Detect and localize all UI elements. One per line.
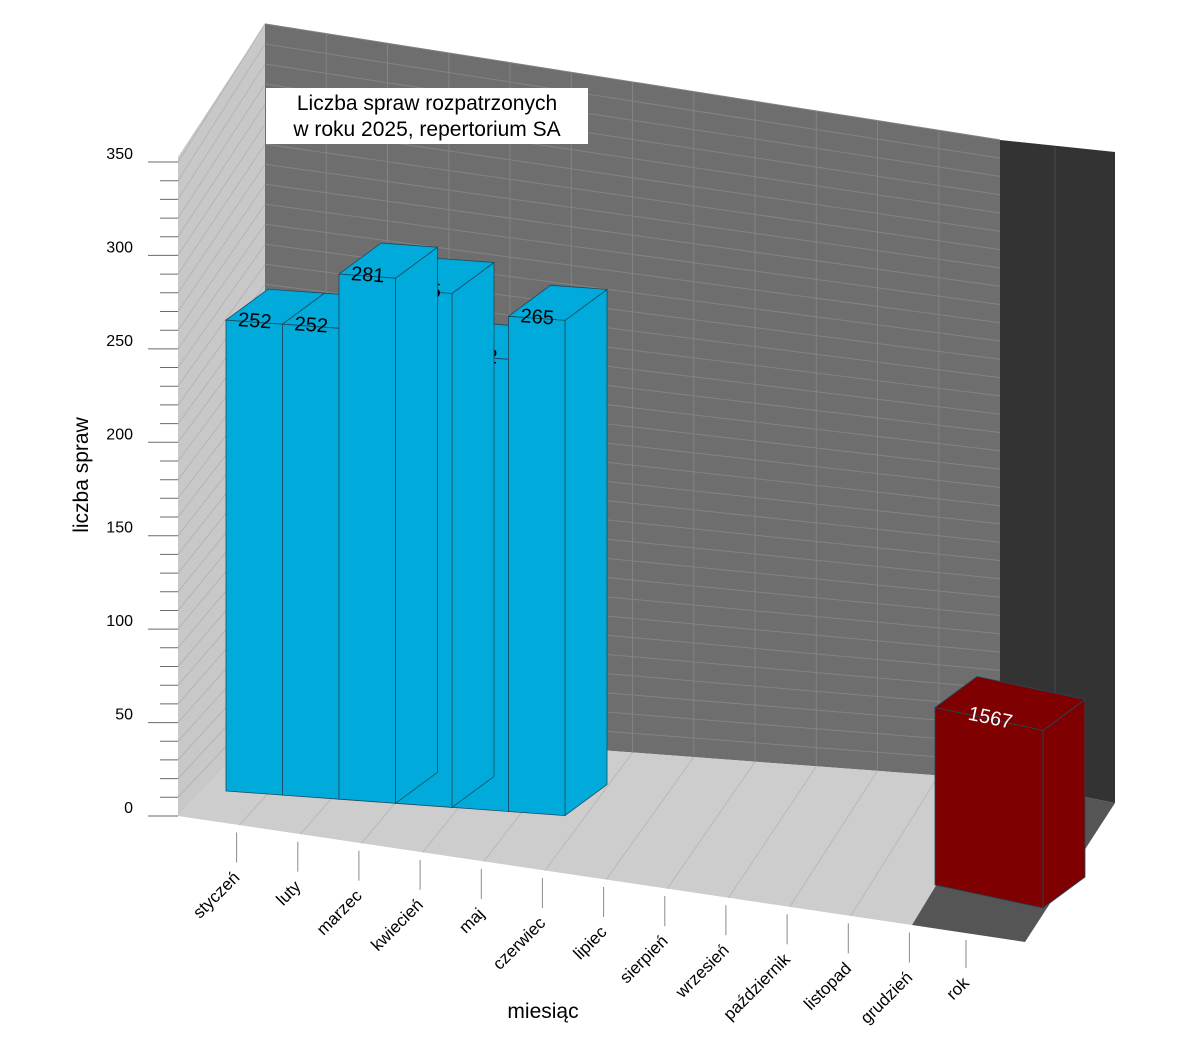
y-tick-label: 200 xyxy=(106,426,133,443)
back-wall-total xyxy=(1000,140,1115,803)
side-wall-gridline xyxy=(177,23,266,163)
x-tick-label: luty xyxy=(272,877,304,909)
y-axis: 0 50 100 150 200 250 300 350 xyxy=(106,146,178,817)
x-tick-label: styczeń xyxy=(189,868,243,922)
x-tick-label: wrzesień xyxy=(671,941,733,1003)
chart-title-line-1: Liczba spraw rozpatrzonych xyxy=(297,92,557,115)
side-wall-gridline xyxy=(177,103,266,237)
bar-4-side xyxy=(451,261,495,809)
back-wall-gridline xyxy=(264,23,1001,141)
bar-3-front xyxy=(338,273,396,804)
side-wall-gridline xyxy=(177,244,266,368)
data-label: 281 xyxy=(350,263,385,287)
bar-2-front xyxy=(282,323,340,800)
bar-3 xyxy=(337,242,439,805)
data-label: 252 xyxy=(237,309,272,333)
y-tick-label: 250 xyxy=(106,333,133,350)
side-wall-gridline xyxy=(177,163,266,294)
x-tick-label: maj xyxy=(455,904,488,937)
bar-6-front xyxy=(508,315,566,817)
side-wall-gridline xyxy=(177,63,266,200)
bar-1-front xyxy=(225,319,283,796)
bar-total-front xyxy=(934,707,1044,909)
x-tick-label: kwiecień xyxy=(367,895,427,955)
data-label: 252 xyxy=(294,313,329,337)
chart-bars: 2422522522652752811567 xyxy=(224,242,1086,909)
x-tick-label: listopad xyxy=(800,959,855,1014)
side-wall-gridline xyxy=(177,143,266,275)
x-tick-label-total: rok xyxy=(943,973,973,1003)
x-tick-label: październik xyxy=(720,949,795,1024)
bar-total xyxy=(934,676,1086,909)
side-wall-gridline xyxy=(177,203,266,331)
x-tick-label: marzec xyxy=(313,886,366,939)
data-label: 265 xyxy=(520,305,555,329)
y-tick-label: 100 xyxy=(106,613,133,630)
bar-total-side xyxy=(1042,698,1086,909)
floor-gridline xyxy=(789,770,878,908)
side-wall-gridline xyxy=(177,264,266,387)
floor-gridline xyxy=(728,766,817,899)
y-tick-label: 0 xyxy=(124,800,133,817)
x-tick-label: sierpień xyxy=(616,931,672,987)
side-wall-gridline xyxy=(177,183,266,312)
x-tick-label: czerwiec xyxy=(489,913,550,974)
floor-gridline xyxy=(666,761,756,889)
bar-3-side xyxy=(395,246,438,805)
chart-title-line-2: w roku 2025, repertorium SA xyxy=(292,118,560,141)
side-wall-gridline xyxy=(177,123,266,256)
x-tick-label: lipiec xyxy=(570,922,611,963)
x-tick-label: grudzień xyxy=(857,968,917,1028)
x-axis-title: miesiąc xyxy=(507,1000,578,1023)
side-wall-gridline xyxy=(177,43,266,181)
floor-gridline xyxy=(850,775,940,917)
y-tick-label: 150 xyxy=(106,520,133,537)
chart-title: Liczba spraw rozpatrzonych w roku 2025, … xyxy=(266,88,588,144)
y-tick-label: 350 xyxy=(106,146,133,163)
y-axis-title: liczba spraw xyxy=(70,416,93,532)
side-wall-gridline xyxy=(177,224,266,350)
bar-6-side xyxy=(564,288,608,817)
floor-gridline xyxy=(605,756,695,880)
bar-6 xyxy=(507,284,609,817)
side-wall-gridline xyxy=(177,83,266,219)
y-tick-label: 300 xyxy=(106,239,133,256)
y-tick-label: 50 xyxy=(115,707,133,724)
floor-gridline xyxy=(544,752,633,871)
